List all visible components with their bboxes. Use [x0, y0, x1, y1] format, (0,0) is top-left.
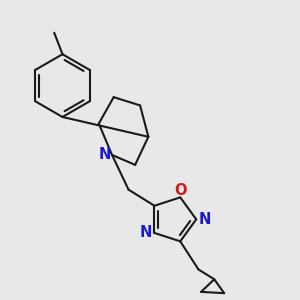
- Text: N: N: [99, 147, 111, 162]
- Text: O: O: [174, 183, 187, 198]
- Text: N: N: [198, 212, 211, 227]
- Text: N: N: [140, 225, 152, 240]
